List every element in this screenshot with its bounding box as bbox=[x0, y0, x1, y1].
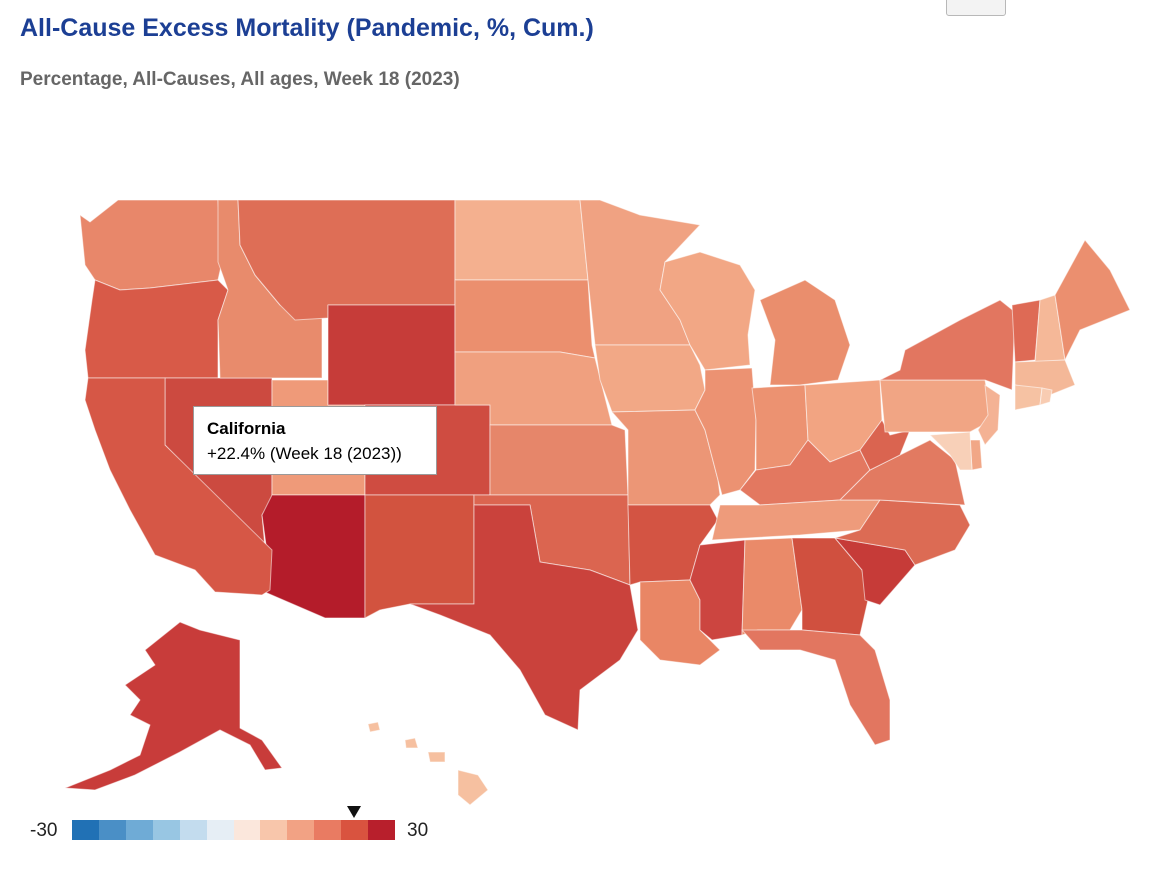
state-iowa[interactable] bbox=[594, 344, 706, 413]
legend-swatch bbox=[233, 820, 261, 840]
legend-value-marker bbox=[347, 806, 362, 818]
state-rhode-island[interactable] bbox=[1039, 387, 1053, 406]
legend-swatch bbox=[125, 820, 153, 840]
legend-swatch bbox=[72, 820, 99, 840]
legend-swatch bbox=[179, 820, 207, 840]
state-alaska[interactable] bbox=[64, 621, 283, 791]
state-hawaii[interactable] bbox=[367, 721, 489, 806]
chart-subtitle: Percentage, All-Causes, All ages, Week 1… bbox=[20, 69, 460, 90]
state-alabama[interactable] bbox=[741, 537, 803, 636]
legend-swatch bbox=[368, 820, 396, 840]
menu-button[interactable] bbox=[946, 0, 1006, 16]
legend-max-label: 30 bbox=[407, 820, 429, 841]
legend-swatch bbox=[206, 820, 234, 840]
map-tooltip: California +22.4% (Week 18 (2023)) bbox=[193, 406, 437, 475]
state-kansas[interactable] bbox=[489, 424, 629, 496]
legend-swatch bbox=[260, 820, 288, 840]
state-arizona[interactable] bbox=[259, 494, 366, 619]
state-new-jersey[interactable] bbox=[977, 384, 1001, 446]
state-pennsylvania[interactable] bbox=[879, 379, 993, 433]
legend-min-label: -30 bbox=[30, 820, 58, 841]
state-new-york[interactable] bbox=[879, 299, 1016, 391]
legend-swatch bbox=[98, 820, 126, 840]
state-connecticut[interactable] bbox=[1014, 384, 1043, 411]
state-wyoming[interactable] bbox=[327, 304, 456, 406]
state-florida[interactable] bbox=[741, 629, 891, 746]
tooltip-value: +22.4% (Week 18 (2023)) bbox=[207, 444, 402, 463]
legend-color-ramp bbox=[72, 820, 396, 840]
state-maine[interactable] bbox=[1054, 239, 1131, 361]
tooltip-state-name: California bbox=[207, 419, 286, 438]
state-maryland[interactable] bbox=[929, 431, 973, 471]
legend-swatch bbox=[152, 820, 180, 840]
state-north-dakota[interactable] bbox=[454, 199, 589, 281]
legend-swatch bbox=[314, 820, 342, 840]
state-michigan[interactable] bbox=[759, 279, 851, 386]
state-south-dakota[interactable] bbox=[454, 279, 596, 359]
state-texas[interactable] bbox=[409, 504, 639, 731]
state-washington[interactable] bbox=[79, 199, 223, 291]
state-california[interactable] bbox=[84, 377, 273, 596]
legend-swatch bbox=[341, 820, 369, 840]
chart-title: All-Cause Excess Mortality (Pandemic, %,… bbox=[20, 14, 594, 42]
legend-swatch bbox=[287, 820, 315, 840]
state-new-mexico[interactable] bbox=[364, 494, 475, 619]
state-wisconsin[interactable] bbox=[659, 251, 756, 371]
state-oregon[interactable] bbox=[84, 279, 229, 379]
